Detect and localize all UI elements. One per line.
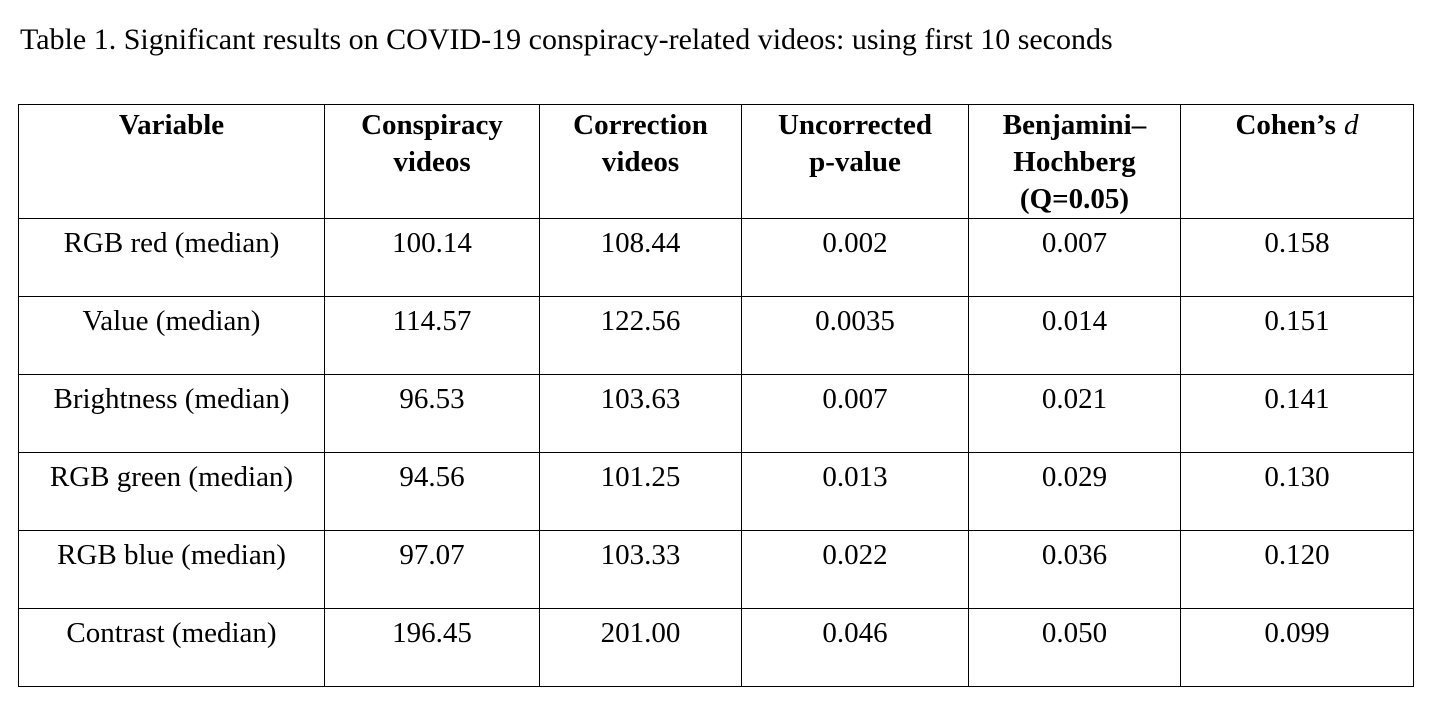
header-line: p-value: [809, 146, 901, 178]
table-body: RGB red (median) 100.14 108.44 0.002 0.007 0.…: [18, 218, 1414, 687]
header-cell: Benjamini– Hochberg (Q=0.05): [968, 104, 1181, 219]
value-cell: 96.53: [324, 374, 540, 453]
value-cell: 108.44: [539, 218, 742, 297]
header-cell: Cohen’s d: [1180, 104, 1414, 219]
value-cell: 0.029: [968, 452, 1181, 531]
value-cell: 0.141: [1180, 374, 1414, 453]
value-cell: 103.63: [539, 374, 742, 453]
header-cell: Conspiracy videos: [324, 104, 540, 219]
value-cell: 0.021: [968, 374, 1181, 453]
table-row: RGB blue (median) 97.07 103.33 0.022 0.036 0.…: [18, 530, 1414, 609]
value-cell: 114.57: [324, 296, 540, 375]
value-cell: 0.013: [741, 452, 969, 531]
value-cell: 0.007: [741, 374, 969, 453]
value-cell: 0.046: [741, 608, 969, 687]
header-line: Uncorrected: [777, 109, 933, 141]
table-row: Contrast (median) 196.45 201.00 0.046 0.050 0…: [18, 608, 1414, 687]
value-cell: 0.158: [1180, 218, 1414, 297]
variable-cell: RGB green (median): [18, 452, 325, 531]
value-cell: 122.56: [539, 296, 742, 375]
header-line: Benjamini–: [1002, 109, 1147, 141]
value-cell: 97.07: [324, 530, 540, 609]
value-cell: 0.0035: [741, 296, 969, 375]
header-line: Correction: [573, 109, 708, 141]
table-row: Value (median) 114.57 122.56 0.0035 0.014 0.1…: [18, 296, 1414, 375]
value-cell: 0.120: [1180, 530, 1414, 609]
table-row: RGB red (median) 100.14 108.44 0.002 0.007 0.…: [18, 218, 1414, 297]
header-cell: Variable: [18, 104, 325, 219]
value-cell: 0.007: [968, 218, 1181, 297]
value-cell: 94.56: [324, 452, 540, 531]
header-italic: d: [1344, 109, 1359, 141]
value-cell: 100.14: [324, 218, 540, 297]
table-title: Table 1. Significant results on COVID-19…: [20, 23, 1113, 56]
variable-cell: RGB blue (median): [18, 530, 325, 609]
table-row: Brightness (median) 96.53 103.63 0.007 0.021…: [18, 374, 1414, 453]
value-cell: 0.002: [741, 218, 969, 297]
header-line: videos: [393, 146, 471, 178]
variable-cell: Contrast (median): [18, 608, 325, 687]
value-cell: 0.130: [1180, 452, 1414, 531]
header-row: Variable Conspiracy videos Correction videos…: [18, 104, 1414, 219]
results-table: Variable Conspiracy videos Correction videos…: [18, 104, 1414, 687]
value-cell: 103.33: [539, 530, 742, 609]
header-line: Conspiracy: [361, 109, 503, 141]
value-cell: 101.25: [539, 452, 742, 531]
variable-cell: Brightness (median): [18, 374, 325, 453]
value-cell: 0.099: [1180, 608, 1414, 687]
header-line: (Q=0.05): [1019, 183, 1130, 215]
value-cell: 0.014: [968, 296, 1181, 375]
value-cell: 0.036: [968, 530, 1181, 609]
variable-cell: RGB red (median): [18, 218, 325, 297]
value-cell: 0.022: [741, 530, 969, 609]
header-line: Cohen’s d: [1185, 107, 1409, 144]
header-line: Variable: [118, 109, 225, 141]
value-cell: 0.050: [968, 608, 1181, 687]
header-line: Hochberg: [1013, 146, 1136, 178]
header-cell: Uncorrected p-value: [741, 104, 969, 219]
table-row: RGB green (median) 94.56 101.25 0.013 0.029 0…: [18, 452, 1414, 531]
header-line: videos: [601, 146, 680, 178]
value-cell: 201.00: [539, 608, 742, 687]
value-cell: 196.45: [324, 608, 540, 687]
header-cell: Correction videos: [539, 104, 742, 219]
header-text: Cohen’s: [1235, 109, 1336, 141]
variable-cell: Value (median): [18, 296, 325, 375]
value-cell: 0.151: [1180, 296, 1414, 375]
